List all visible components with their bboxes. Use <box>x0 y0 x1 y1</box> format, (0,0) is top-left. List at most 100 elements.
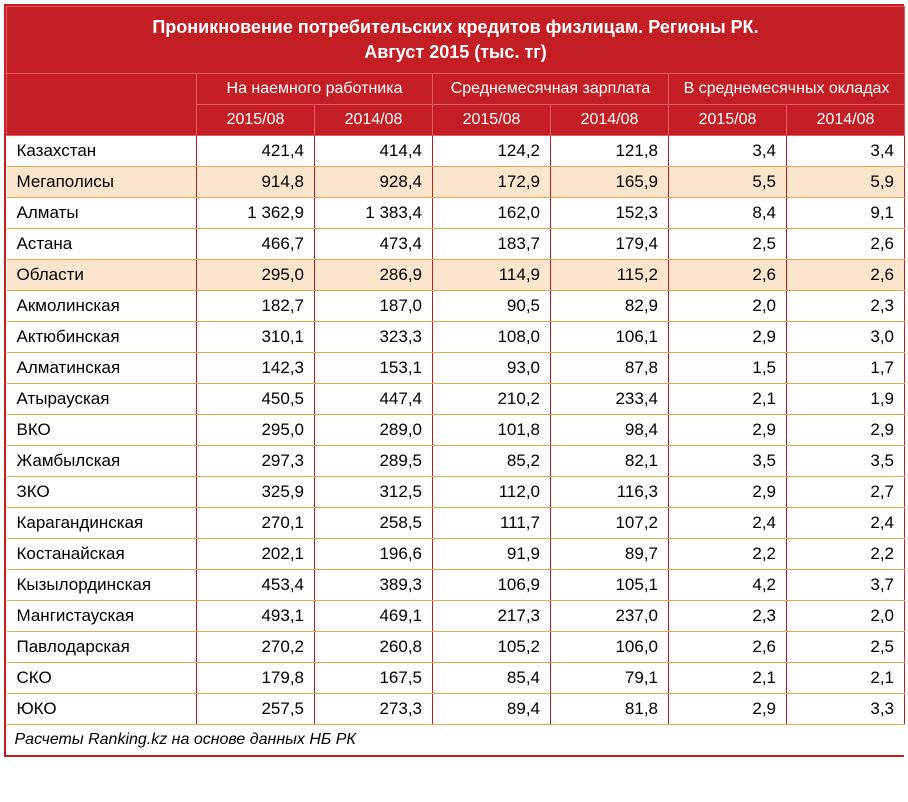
cell-value: 258,5 <box>315 508 433 539</box>
table-row: ЗКО325,9312,5112,0116,32,92,7 <box>7 477 905 508</box>
cell-value: 89,4 <box>433 694 551 725</box>
cell-value: 8,4 <box>669 198 787 229</box>
year-header: 2015/08 <box>197 105 315 136</box>
region-name: Кызылординская <box>7 570 197 601</box>
region-name: Актюбинская <box>7 322 197 353</box>
cell-value: 1,5 <box>669 353 787 384</box>
cell-value: 389,3 <box>315 570 433 601</box>
region-name: ЗКО <box>7 477 197 508</box>
group-header-3: В среднемесячных окладах <box>669 74 905 105</box>
cell-value: 172,9 <box>433 167 551 198</box>
cell-value: 289,0 <box>315 415 433 446</box>
table-row: Казахстан421,4414,4124,2121,83,43,4 <box>7 136 905 167</box>
region-name: Карагандинская <box>7 508 197 539</box>
cell-value: 106,0 <box>551 632 669 663</box>
cell-value: 152,3 <box>551 198 669 229</box>
cell-value: 414,4 <box>315 136 433 167</box>
region-name: Павлодарская <box>7 632 197 663</box>
cell-value: 2,0 <box>787 601 905 632</box>
cell-value: 3,0 <box>787 322 905 353</box>
table-row: Области295,0286,9114,9115,22,62,6 <box>7 260 905 291</box>
cell-value: 106,1 <box>551 322 669 353</box>
cell-value: 297,3 <box>197 446 315 477</box>
table-row: Карагандинская270,1258,5111,7107,22,42,4 <box>7 508 905 539</box>
cell-value: 142,3 <box>197 353 315 384</box>
footer-row: Расчеты Ranking.kz на основе данных НБ Р… <box>7 725 905 756</box>
cell-value: 2,9 <box>669 415 787 446</box>
cell-value: 237,0 <box>551 601 669 632</box>
cell-value: 2,2 <box>669 539 787 570</box>
table-row: Мегаполисы914,8928,4172,9165,95,55,9 <box>7 167 905 198</box>
cell-value: 162,0 <box>433 198 551 229</box>
cell-value: 90,5 <box>433 291 551 322</box>
cell-value: 2,6 <box>669 260 787 291</box>
cell-value: 85,4 <box>433 663 551 694</box>
year-header: 2014/08 <box>315 105 433 136</box>
cell-value: 217,3 <box>433 601 551 632</box>
cell-value: 107,2 <box>551 508 669 539</box>
cell-value: 165,9 <box>551 167 669 198</box>
cell-value: 3,4 <box>669 136 787 167</box>
cell-value: 81,8 <box>551 694 669 725</box>
cell-value: 310,1 <box>197 322 315 353</box>
cell-value: 469,1 <box>315 601 433 632</box>
cell-value: 3,5 <box>787 446 905 477</box>
cell-value: 257,5 <box>197 694 315 725</box>
cell-value: 5,9 <box>787 167 905 198</box>
cell-value: 2,2 <box>787 539 905 570</box>
region-name: Алматы <box>7 198 197 229</box>
table-row: Алматинская142,3153,193,087,81,51,7 <box>7 353 905 384</box>
table-row: Атырауская450,5447,4210,2233,42,11,9 <box>7 384 905 415</box>
table-body: Казахстан421,4414,4124,2121,83,43,4Мегап… <box>7 136 905 725</box>
cell-value: 105,2 <box>433 632 551 663</box>
cell-value: 2,4 <box>787 508 905 539</box>
region-name: ВКО <box>7 415 197 446</box>
cell-value: 447,4 <box>315 384 433 415</box>
table-row: Жамбылская297,3289,585,282,13,53,5 <box>7 446 905 477</box>
cell-value: 2,7 <box>787 477 905 508</box>
region-name: СКО <box>7 663 197 694</box>
cell-value: 2,5 <box>787 632 905 663</box>
table-row: ЮКО257,5273,389,481,82,93,3 <box>7 694 905 725</box>
cell-value: 124,2 <box>433 136 551 167</box>
year-header: 2015/08 <box>669 105 787 136</box>
cell-value: 202,1 <box>197 539 315 570</box>
cell-value: 82,9 <box>551 291 669 322</box>
cell-value: 2,0 <box>669 291 787 322</box>
region-name: Казахстан <box>7 136 197 167</box>
cell-value: 466,7 <box>197 229 315 260</box>
cell-value: 312,5 <box>315 477 433 508</box>
cell-value: 295,0 <box>197 260 315 291</box>
region-name: Жамбылская <box>7 446 197 477</box>
table-row: СКО179,8167,585,479,12,12,1 <box>7 663 905 694</box>
cell-value: 9,1 <box>787 198 905 229</box>
region-name: Астана <box>7 229 197 260</box>
cell-value: 4,2 <box>669 570 787 601</box>
cell-value: 3,7 <box>787 570 905 601</box>
title-line-2: Август 2015 (тыс. тг) <box>364 42 547 62</box>
group-header-2: Среднемесячная зарплата <box>433 74 669 105</box>
group-header-row: На наемного работника Среднемесячная зар… <box>7 74 905 105</box>
cell-value: 112,0 <box>433 477 551 508</box>
cell-value: 114,9 <box>433 260 551 291</box>
cell-value: 91,9 <box>433 539 551 570</box>
table-row: Мангистауская493,1469,1217,3237,02,32,0 <box>7 601 905 632</box>
cell-value: 179,4 <box>551 229 669 260</box>
cell-value: 260,8 <box>315 632 433 663</box>
cell-value: 153,1 <box>315 353 433 384</box>
region-name: Акмолинская <box>7 291 197 322</box>
cell-value: 106,9 <box>433 570 551 601</box>
cell-value: 98,4 <box>551 415 669 446</box>
cell-value: 2,9 <box>669 694 787 725</box>
cell-value: 108,0 <box>433 322 551 353</box>
cell-value: 196,6 <box>315 539 433 570</box>
table-row: Павлодарская270,2260,8105,2106,02,62,5 <box>7 632 905 663</box>
cell-value: 187,0 <box>315 291 433 322</box>
region-name: Атырауская <box>7 384 197 415</box>
cell-value: 270,2 <box>197 632 315 663</box>
table-row: Кызылординская453,4389,3106,9105,14,23,7 <box>7 570 905 601</box>
cell-value: 295,0 <box>197 415 315 446</box>
cell-value: 2,1 <box>669 663 787 694</box>
cell-value: 2,9 <box>787 415 905 446</box>
cell-value: 2,1 <box>669 384 787 415</box>
